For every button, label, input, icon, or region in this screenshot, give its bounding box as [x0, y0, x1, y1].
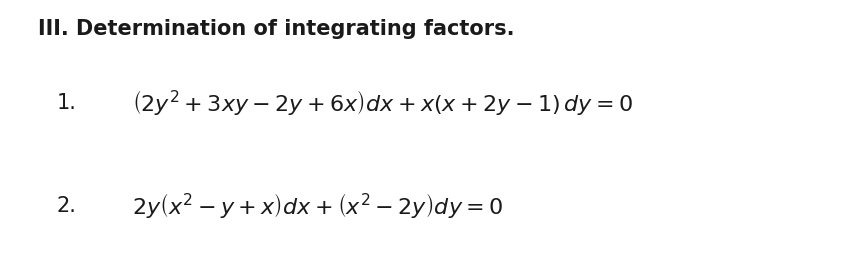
Text: 1.: 1.	[57, 93, 76, 113]
Text: III. Determination of integrating factors.: III. Determination of integrating factor…	[38, 19, 514, 39]
Text: $\left(2y^2+3xy-2y+6x\right)dx+x(x+2y-1)\,dy=0$: $\left(2y^2+3xy-2y+6x\right)dx+x(x+2y-1)…	[132, 88, 633, 118]
Text: 2.: 2.	[57, 196, 76, 216]
Text: $2y\left(x^2-y+x\right)dx+\left(x^2-2y\right)dy=0$: $2y\left(x^2-y+x\right)dx+\left(x^2-2y\r…	[132, 191, 503, 221]
